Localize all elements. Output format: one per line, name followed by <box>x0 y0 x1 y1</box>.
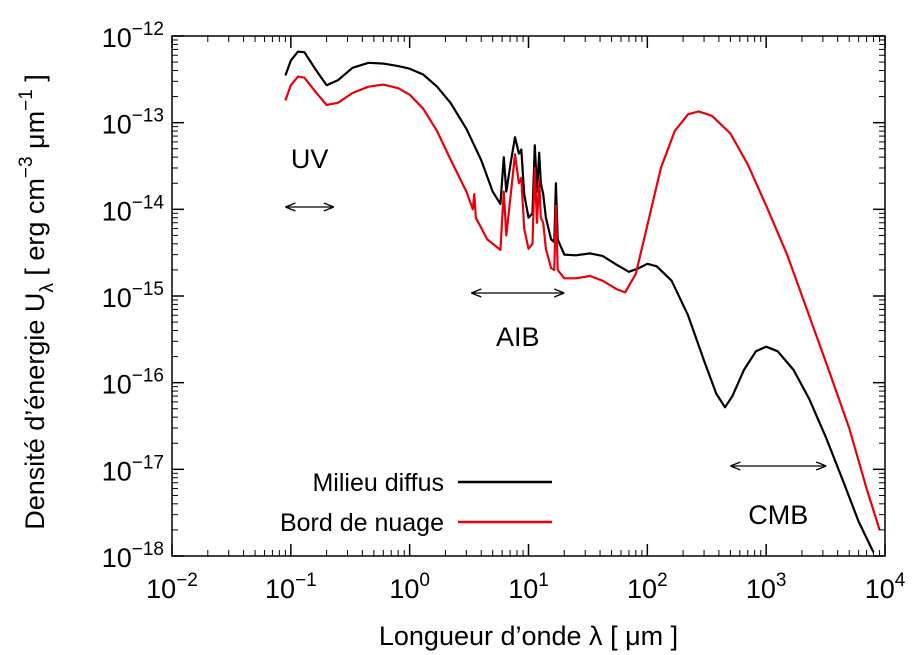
aib-arrow-head-right <box>554 288 565 298</box>
y-tick-label: 10−15 <box>102 279 164 313</box>
plot-frame <box>171 35 886 557</box>
x-tick-label: 104 <box>865 570 906 604</box>
legend: Milieu diffus Bord de nuage <box>280 469 552 537</box>
annotation-aib: AIB <box>471 288 565 352</box>
axis-ticks-layer: 10−2 10−1 100 101 102 103 104 10−12 10−13 10−14 10… <box>102 19 906 604</box>
x-tick-label: 10−1 <box>265 570 317 604</box>
uv-label: UV <box>291 144 329 174</box>
y-tick-label: 10−13 <box>102 106 164 140</box>
cmb-label: CMB <box>748 500 808 530</box>
annotation-cmb: CMB <box>730 461 827 530</box>
series-line-milieu-diffus <box>284 50 875 553</box>
cmb-arrow-head-left <box>730 461 741 471</box>
y-tick-label: 10−12 <box>102 19 164 53</box>
uv-arrow-head-right <box>323 202 335 212</box>
annotation-uv: UV <box>285 144 335 212</box>
series-line-bord-de-nuage <box>284 75 881 531</box>
x-tick-label: 103 <box>746 570 787 604</box>
x-tick-label: 102 <box>627 570 668 604</box>
x-tick-label: 101 <box>508 570 549 604</box>
legend-label: Bord de nuage <box>280 509 444 537</box>
aib-arrow-head-left <box>471 288 482 298</box>
x-axis-title: Longueur d’onde λ [ μm ] <box>379 621 678 651</box>
y-tick-label: 10−16 <box>102 366 164 400</box>
y-tick-label: 10−14 <box>102 192 165 226</box>
aib-label: AIB <box>496 322 540 352</box>
y-tick-label: 10−18 <box>102 539 164 573</box>
legend-label: Milieu diffus <box>312 469 444 497</box>
y-tick-label: 10−17 <box>102 452 164 486</box>
uv-arrow-head-left <box>285 202 296 212</box>
y-axis-title: Densité d’énergie Uλ [ erg cm−3 μm−1 ] <box>16 74 58 530</box>
data-series-layer <box>284 50 881 553</box>
cmb-arrow-head-right <box>815 461 827 471</box>
x-tick-label: 10−2 <box>146 570 198 604</box>
annotations-layer: UV AIB CMB <box>285 144 827 530</box>
x-tick-label: 100 <box>389 570 430 604</box>
